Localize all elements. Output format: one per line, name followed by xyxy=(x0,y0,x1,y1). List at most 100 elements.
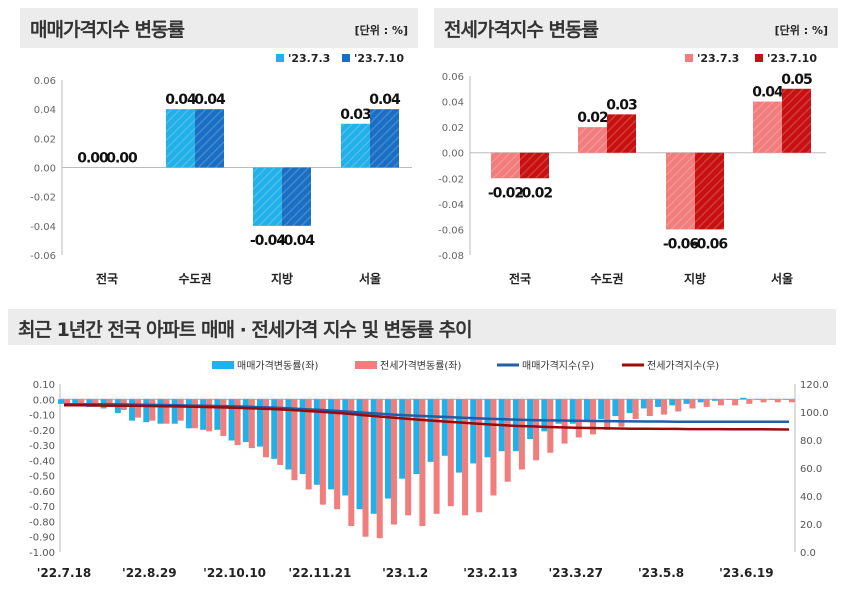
sale-change-bar xyxy=(626,399,633,414)
sale-change-bar xyxy=(328,399,335,490)
jeonse-change-bar xyxy=(717,399,724,406)
data-label: -0.06 xyxy=(663,236,699,252)
jeonse-change-bar xyxy=(661,399,668,415)
left-tick-label: -0.40 xyxy=(29,456,55,467)
x-tick-label: '22.11.21 xyxy=(288,566,351,580)
category-label: 전국 xyxy=(96,271,118,286)
y-tick-label: -0.04 xyxy=(30,222,56,233)
category-label: 지방 xyxy=(684,271,706,286)
jeonse-change-bar xyxy=(390,399,397,525)
bar-hatch xyxy=(753,101,782,153)
left-tick-label: -0.60 xyxy=(29,487,55,498)
sale-change-bar xyxy=(640,399,647,409)
jeonse-change-bar xyxy=(632,399,639,420)
right-tick-label: 60.0 xyxy=(800,464,822,475)
jeonse-change-bar xyxy=(334,399,341,510)
legend-swatch xyxy=(276,54,284,62)
jeonse-change-bar xyxy=(419,399,426,527)
jeonse-change-bar xyxy=(504,399,511,482)
sale-change-bar xyxy=(143,399,150,423)
bar-hatch xyxy=(341,123,370,168)
bar-hatch xyxy=(666,152,695,230)
data-label: 0.04 xyxy=(369,92,401,108)
sale-change-bar xyxy=(271,399,278,459)
jeonse-change-bar xyxy=(277,399,284,465)
bar-hatch xyxy=(282,167,311,226)
jeonse-change-bar xyxy=(376,399,383,539)
sale-change-bar xyxy=(470,399,477,464)
jeonse-change-bar xyxy=(732,399,739,406)
sale-change-bar xyxy=(726,399,733,400)
left-tick-label: -0.70 xyxy=(29,502,55,513)
jeonse-change-bar xyxy=(206,399,213,432)
right-tick-label: 0.0 xyxy=(800,548,816,559)
sale-change-bar xyxy=(242,399,249,443)
x-tick-label: '22.7.18 xyxy=(37,566,92,580)
sale-chart-title: 매매가격지수 변동률 xyxy=(30,19,185,41)
legend-swatch xyxy=(342,54,350,62)
sale-change-bar xyxy=(228,399,235,441)
jeonse-change-bar xyxy=(604,399,611,430)
y-tick-label: -0.08 xyxy=(438,251,464,262)
bar-hatch xyxy=(578,127,607,153)
trend-chart-header: 최근 1년간 전국 아파트 매매 · 전세가격 지수 및 변동률 추이 xyxy=(8,309,836,345)
sale-change-bar xyxy=(697,399,704,403)
right-tick-label: 20.0 xyxy=(800,520,822,531)
sale-change-bar xyxy=(257,399,264,447)
jeonse-change-bar xyxy=(405,399,412,516)
legend-label: '23.7.10 xyxy=(767,52,817,65)
jeonse-change-bar xyxy=(64,399,70,404)
jeonse-change-bar xyxy=(248,399,255,449)
sale-chart-header: 매매가격지수 변동률 [단위 : %] xyxy=(20,8,418,48)
data-label: -0.02 xyxy=(488,185,524,201)
sale-change-bar xyxy=(583,399,590,421)
data-label: 0.04 xyxy=(194,92,226,108)
sale-change-bar xyxy=(569,399,576,424)
jeonse-change-bar xyxy=(433,399,440,514)
sale-change-bar xyxy=(711,399,718,401)
right-tick-label: 80.0 xyxy=(800,436,822,447)
bar-hatch xyxy=(253,167,282,226)
jeonse-change-bar xyxy=(746,399,753,404)
jeonse-change-bar xyxy=(234,399,241,446)
legend-label: 매매가격지수(우) xyxy=(522,359,594,372)
y-tick-label: -0.06 xyxy=(438,225,464,236)
sale-change-bar xyxy=(157,399,164,424)
left-tick-label: -1.00 xyxy=(29,548,55,559)
legend-label: '23.7.3 xyxy=(288,52,330,65)
x-tick-label: '23.2.13 xyxy=(463,566,518,580)
data-label: -0.02 xyxy=(517,185,553,201)
x-tick-label: '23.3.27 xyxy=(548,566,603,580)
category-label: 서울 xyxy=(359,271,381,286)
left-tick-label: -0.20 xyxy=(29,426,55,437)
y-tick-label: 0.02 xyxy=(442,123,464,134)
jeonse-change-bar xyxy=(319,399,326,505)
sale-change-bar xyxy=(427,399,434,462)
data-label: 0.02 xyxy=(577,110,608,126)
data-label: 0.00 xyxy=(106,151,138,167)
jeonse-change-bar xyxy=(689,399,696,409)
jeonse-change-bar xyxy=(589,399,596,435)
jeonse-chart-header: 전세가격지수 변동률 [단위 : %] xyxy=(434,8,838,48)
left-tick-label: -0.10 xyxy=(29,411,55,422)
category-label: 지방 xyxy=(271,271,293,286)
jeonse-change-bar xyxy=(78,399,85,406)
left-tick-label: -0.80 xyxy=(29,517,55,528)
legend-swatch xyxy=(685,54,693,62)
data-label: 0.05 xyxy=(781,72,812,88)
left-tick-label: 0.00 xyxy=(33,395,55,406)
jeonse-chart-unit: [단위 : %] xyxy=(774,24,828,37)
jeonse-change-bar xyxy=(703,399,710,407)
sale-change-bar xyxy=(740,397,747,400)
sale-change-bar xyxy=(384,399,391,499)
sale-change-bar xyxy=(683,399,690,404)
legend-label: 매매가격변동률(좌) xyxy=(237,359,319,372)
bar-hatch xyxy=(520,152,549,179)
y-tick-label: 0.06 xyxy=(34,76,56,87)
x-tick-label: '22.8.29 xyxy=(122,566,177,580)
left-tick-label: -0.30 xyxy=(29,441,55,452)
legend-swatch xyxy=(355,361,377,369)
bar-hatch xyxy=(195,109,224,168)
jeonse-change-bar xyxy=(362,399,369,537)
